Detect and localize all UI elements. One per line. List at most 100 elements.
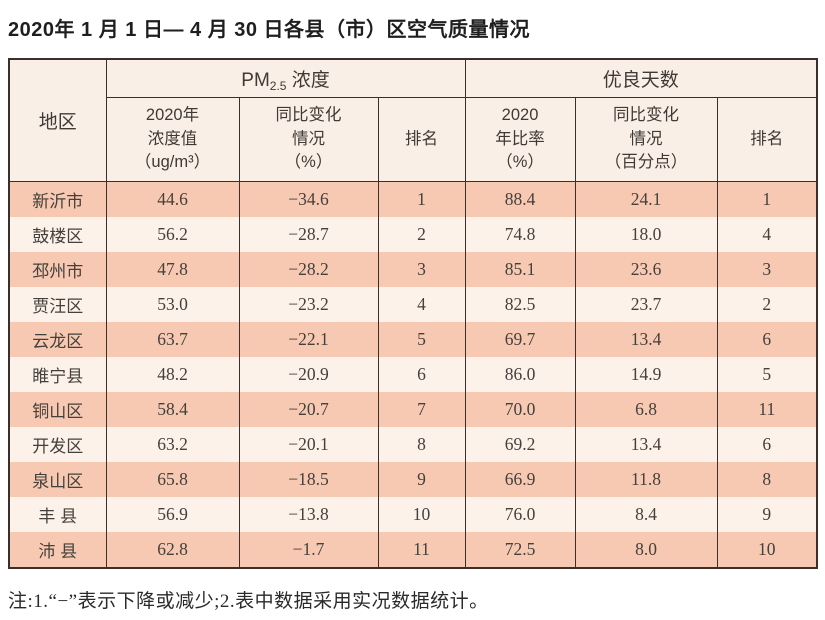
pm-rank-cell: 6 bbox=[377, 357, 466, 392]
pm-change-cell: −23.2 bbox=[238, 287, 379, 322]
good-days-rank-cell: 6 bbox=[716, 322, 818, 357]
good-days-ratio-cell: 76.0 bbox=[464, 497, 576, 532]
good-days-rank-cell: 1 bbox=[716, 181, 818, 217]
ratio-value-column-header: 2020 年比率 （%） bbox=[464, 97, 576, 182]
table-row: 睢宁县 48.2 −20.9 6 86.0 14.9 5 bbox=[8, 357, 818, 392]
pm-change-cell: −18.5 bbox=[238, 462, 379, 497]
region-cell: 贾汪区 bbox=[8, 287, 107, 322]
page-title: 2020年 1 月 1 日— 4 月 30 日各县（市）区空气质量情况 bbox=[8, 19, 531, 41]
pm-rank-column-header: 排名 bbox=[377, 97, 466, 182]
good-days-group-header: 优良天数 bbox=[464, 59, 818, 98]
pm-rank-cell: 1 bbox=[377, 181, 466, 217]
pm-concentration-cell: 56.2 bbox=[105, 217, 240, 252]
good-days-ratio-cell: 85.1 bbox=[464, 252, 576, 287]
pm-rank-cell: 3 bbox=[377, 252, 466, 287]
good-days-rank-cell: 4 bbox=[716, 217, 818, 252]
good-days-ratio-cell: 72.5 bbox=[464, 532, 576, 568]
good-days-rank-cell: 3 bbox=[716, 252, 818, 287]
footnote: 注:1.“−”表示下降或减少;2.表中数据采用实况数据统计。 bbox=[8, 591, 489, 612]
good-days-rank-cell: 6 bbox=[716, 427, 818, 462]
region-cell: 邳州市 bbox=[8, 252, 107, 287]
good-days-ratio-cell: 88.4 bbox=[464, 181, 576, 217]
pm-concentration-cell: 48.2 bbox=[105, 357, 240, 392]
pm-rank-cell: 4 bbox=[377, 287, 466, 322]
good-days-change-cell: 13.4 bbox=[574, 322, 718, 357]
good-days-rank-cell: 5 bbox=[716, 357, 818, 392]
good-days-ratio-cell: 70.0 bbox=[464, 392, 576, 427]
pm25-group-header: PM2.5 浓度 bbox=[105, 59, 466, 98]
table-row: 铜山区 58.4 −20.7 7 70.0 6.8 11 bbox=[8, 392, 818, 427]
table-row: 开发区 63.2 −20.1 8 69.2 13.4 6 bbox=[8, 427, 818, 462]
good-days-change-cell: 6.8 bbox=[574, 392, 718, 427]
pm-rank-cell: 5 bbox=[377, 322, 466, 357]
good-days-rank-cell: 8 bbox=[716, 462, 818, 497]
table-row: 泉山区 65.8 −18.5 9 66.9 11.8 8 bbox=[8, 462, 818, 497]
table-row: 云龙区 63.7 −22.1 5 69.7 13.4 6 bbox=[8, 322, 818, 357]
region-cell: 云龙区 bbox=[8, 322, 107, 357]
pm-rank-cell: 9 bbox=[377, 462, 466, 497]
pm-concentration-cell: 62.8 bbox=[105, 532, 240, 568]
pm-change-cell: −28.2 bbox=[238, 252, 379, 287]
pm-change-cell: −28.7 bbox=[238, 217, 379, 252]
pm-concentration-cell: 65.8 bbox=[105, 462, 240, 497]
pm-rank-cell: 7 bbox=[377, 392, 466, 427]
good-days-ratio-cell: 69.7 bbox=[464, 322, 576, 357]
good-days-change-cell: 23.6 bbox=[574, 252, 718, 287]
pm-change-cell: −34.6 bbox=[238, 181, 379, 217]
region-cell: 开发区 bbox=[8, 427, 107, 462]
pm-change-column-header: 同比变化 情况 （%） bbox=[238, 97, 379, 182]
pm-change-cell: −13.8 bbox=[238, 497, 379, 532]
pm-change-cell: −1.7 bbox=[238, 532, 379, 568]
good-days-change-cell: 24.1 bbox=[574, 181, 718, 217]
pm-rank-cell: 11 bbox=[377, 532, 466, 568]
good-days-change-cell: 11.8 bbox=[574, 462, 718, 497]
region-cell: 新沂市 bbox=[8, 181, 107, 217]
table-row: 新沂市 44.6 −34.6 1 88.4 24.1 1 bbox=[8, 181, 818, 217]
region-cell: 睢宁县 bbox=[8, 357, 107, 392]
good-days-rank-cell: 2 bbox=[716, 287, 818, 322]
pm-concentration-cell: 47.8 bbox=[105, 252, 240, 287]
table-row: 沛 县 62.8 −1.7 11 72.5 8.0 10 bbox=[8, 532, 818, 568]
pm-change-cell: −22.1 bbox=[238, 322, 379, 357]
good-days-ratio-cell: 69.2 bbox=[464, 427, 576, 462]
pm25-label: PM2.5 浓度 bbox=[241, 69, 330, 93]
region-cell: 泉山区 bbox=[8, 462, 107, 497]
good-days-change-cell: 8.4 bbox=[574, 497, 718, 532]
pm-rank-cell: 8 bbox=[377, 427, 466, 462]
pm-value-column-header: 2020年 浓度值 （ug/m³） bbox=[105, 97, 240, 182]
pm-concentration-cell: 63.7 bbox=[105, 322, 240, 357]
region-column-header: 地区 bbox=[8, 59, 107, 182]
pm-concentration-cell: 58.4 bbox=[105, 392, 240, 427]
table-sub-header-row: 2020年 浓度值 （ug/m³） 同比变化 情况 （%） 排名 2020 年比… bbox=[9, 97, 818, 182]
pm-rank-cell: 2 bbox=[377, 217, 466, 252]
ratio-rank-column-header: 排名 bbox=[716, 97, 818, 182]
good-days-rank-cell: 11 bbox=[716, 392, 818, 427]
region-cell: 丰 县 bbox=[8, 497, 107, 532]
air-quality-table: 地区 PM2.5 浓度 优良天数 2020年 浓度值 （ug/m³） 同比变化 … bbox=[8, 58, 819, 569]
ratio-change-column-header: 同比变化 情况 （百分点） bbox=[574, 97, 718, 182]
good-days-rank-cell: 9 bbox=[716, 497, 818, 532]
table-row: 邳州市 47.8 −28.2 3 85.1 23.6 3 bbox=[8, 252, 818, 287]
pm-concentration-cell: 56.9 bbox=[105, 497, 240, 532]
pm-change-cell: −20.7 bbox=[238, 392, 379, 427]
good-days-change-cell: 14.9 bbox=[574, 357, 718, 392]
pm-concentration-cell: 53.0 bbox=[105, 287, 240, 322]
good-days-ratio-cell: 86.0 bbox=[464, 357, 576, 392]
table-row: 贾汪区 53.0 −23.2 4 82.5 23.7 2 bbox=[8, 287, 818, 322]
good-days-ratio-cell: 74.8 bbox=[464, 217, 576, 252]
pm-change-cell: −20.1 bbox=[238, 427, 379, 462]
good-days-change-cell: 8.0 bbox=[574, 532, 718, 568]
good-days-rank-cell: 10 bbox=[716, 532, 818, 568]
good-days-ratio-cell: 82.5 bbox=[464, 287, 576, 322]
region-cell: 鼓楼区 bbox=[8, 217, 107, 252]
good-days-ratio-cell: 66.9 bbox=[464, 462, 576, 497]
pm-concentration-cell: 63.2 bbox=[105, 427, 240, 462]
table-row: 丰 县 56.9 −13.8 10 76.0 8.4 9 bbox=[8, 497, 818, 532]
region-cell: 铜山区 bbox=[8, 392, 107, 427]
good-days-change-cell: 13.4 bbox=[574, 427, 718, 462]
table-row: 鼓楼区 56.2 −28.7 2 74.8 18.0 4 bbox=[8, 217, 818, 252]
good-days-change-cell: 23.7 bbox=[574, 287, 718, 322]
pm-change-cell: −20.9 bbox=[238, 357, 379, 392]
region-cell: 沛 县 bbox=[8, 532, 107, 568]
